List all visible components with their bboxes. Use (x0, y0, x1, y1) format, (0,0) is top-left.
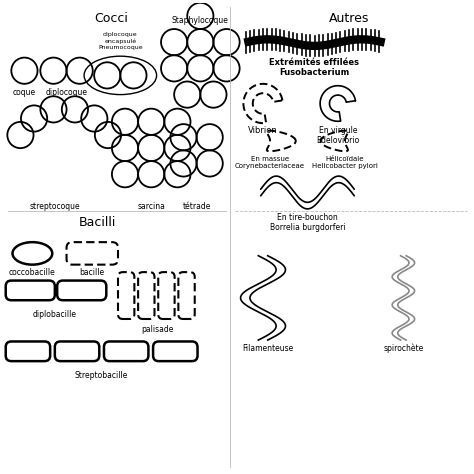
Text: diplocoque
encapsulé
Pneumocoque: diplocoque encapsulé Pneumocoque (98, 32, 143, 50)
Text: coque: coque (13, 88, 36, 97)
Text: Vibrion: Vibrion (248, 126, 278, 135)
Text: streptocoque: streptocoque (29, 202, 80, 211)
Text: En tire-bouchon
Borrelia burgdorferi: En tire-bouchon Borrelia burgdorferi (270, 213, 345, 232)
Text: bacille: bacille (80, 268, 105, 277)
Text: En virgule
Bdelovibrio: En virgule Bdelovibrio (316, 126, 359, 145)
Text: Staphylocoque: Staphylocoque (172, 16, 229, 25)
Text: Streptobacille: Streptobacille (75, 371, 128, 380)
Text: Hélicoïdale
Helicobacter pylori: Hélicoïdale Helicobacter pylori (312, 156, 378, 169)
Text: Autres: Autres (329, 12, 370, 25)
Text: sarcina: sarcina (137, 202, 165, 211)
Text: Cocci: Cocci (94, 12, 128, 25)
Text: tétrade: tétrade (182, 202, 211, 211)
Text: spirochète: spirochète (383, 344, 423, 353)
Text: coccobacille: coccobacille (9, 268, 56, 277)
Text: diplocoque: diplocoque (46, 88, 88, 97)
Text: En massue
Corynebacteriaceae: En massue Corynebacteriaceae (235, 156, 305, 169)
Text: diplobacille: diplobacille (33, 310, 77, 319)
Text: Extrémités effilées
Fusobacterium: Extrémités effilées Fusobacterium (270, 58, 359, 77)
Text: Filamenteuse: Filamenteuse (242, 344, 293, 353)
Text: palisade: palisade (142, 325, 174, 334)
Text: Bacilli: Bacilli (78, 216, 116, 229)
